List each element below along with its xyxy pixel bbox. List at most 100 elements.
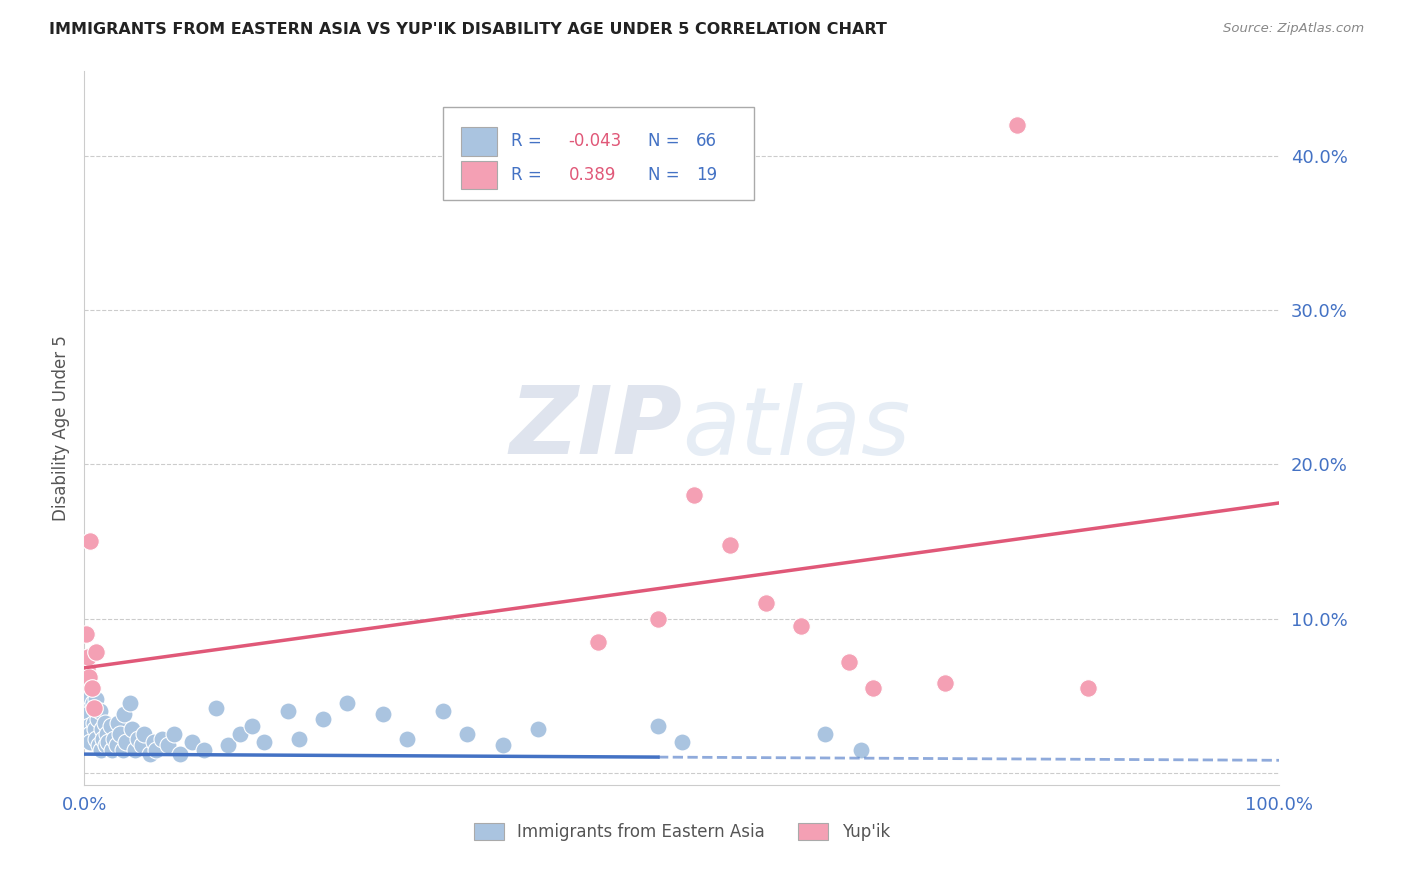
Point	[112, 707, 135, 722]
Point	[76, 661, 98, 675]
Point	[97, 735, 120, 749]
Point	[277, 704, 299, 718]
Point	[79, 727, 101, 741]
Point	[288, 731, 311, 746]
Point	[75, 627, 97, 641]
Point	[77, 689, 100, 703]
Point	[83, 716, 105, 731]
Point	[814, 727, 837, 741]
Point	[118, 696, 141, 710]
Text: 66: 66	[696, 132, 717, 150]
Point	[86, 691, 108, 706]
Point	[90, 742, 112, 756]
Point	[1005, 118, 1028, 132]
Text: R =: R =	[510, 132, 547, 150]
Point	[647, 719, 669, 733]
Point	[336, 696, 359, 710]
Point	[77, 670, 100, 684]
Point	[75, 673, 97, 688]
Point	[105, 738, 128, 752]
Point	[89, 704, 111, 718]
Point	[121, 723, 143, 737]
Point	[492, 738, 515, 752]
Point	[163, 727, 186, 741]
Point	[862, 681, 884, 695]
Point	[169, 747, 191, 761]
Point	[91, 723, 114, 737]
Text: ZIP: ZIP	[509, 382, 682, 475]
Point	[101, 742, 124, 756]
Point	[396, 731, 419, 746]
Point	[253, 735, 276, 749]
Point	[127, 731, 149, 746]
Point	[683, 488, 706, 502]
Text: N =: N =	[648, 132, 685, 150]
FancyBboxPatch shape	[443, 107, 754, 200]
Text: -0.043: -0.043	[568, 132, 621, 150]
Bar	[461, 161, 496, 189]
Point	[588, 634, 610, 648]
Point	[157, 738, 180, 752]
Point	[100, 719, 122, 733]
Point	[79, 735, 101, 749]
Point	[86, 645, 108, 659]
Point	[193, 742, 215, 756]
Point	[718, 537, 741, 551]
Point	[205, 701, 228, 715]
Point	[111, 742, 134, 756]
Point	[131, 738, 153, 752]
Y-axis label: Disability Age Under 5: Disability Age Under 5	[52, 335, 70, 521]
Bar	[461, 127, 496, 155]
Point	[103, 731, 125, 746]
Point	[181, 735, 204, 749]
Point	[240, 719, 263, 733]
Point	[80, 681, 103, 695]
Legend: Immigrants from Eastern Asia, Yup'ik: Immigrants from Eastern Asia, Yup'ik	[467, 816, 897, 848]
Point	[93, 731, 115, 746]
Text: 0.389: 0.389	[568, 166, 616, 184]
Point	[110, 727, 132, 741]
Point	[312, 712, 335, 726]
Point	[83, 701, 105, 715]
Point	[456, 727, 478, 741]
Point	[124, 742, 146, 756]
Point	[934, 676, 956, 690]
Point	[139, 747, 162, 761]
Point	[79, 534, 101, 549]
Point	[851, 742, 873, 756]
Point	[132, 727, 156, 741]
Point	[86, 712, 108, 726]
Point	[755, 596, 778, 610]
Text: R =: R =	[510, 166, 553, 184]
Point	[86, 731, 108, 746]
Point	[527, 723, 550, 737]
Point	[77, 650, 100, 665]
Point	[217, 738, 239, 752]
Point	[93, 716, 115, 731]
Point	[145, 742, 167, 756]
Point	[76, 691, 98, 706]
Point	[77, 707, 100, 722]
Point	[432, 704, 454, 718]
Point	[150, 731, 173, 746]
Text: IMMIGRANTS FROM EASTERN ASIA VS YUP'IK DISABILITY AGE UNDER 5 CORRELATION CHART: IMMIGRANTS FROM EASTERN ASIA VS YUP'IK D…	[49, 22, 887, 37]
Text: 19: 19	[696, 166, 717, 184]
Point	[115, 735, 138, 749]
Point	[84, 723, 107, 737]
Point	[142, 735, 165, 749]
Point	[1077, 681, 1099, 695]
Text: Source: ZipAtlas.com: Source: ZipAtlas.com	[1223, 22, 1364, 36]
Point	[107, 716, 129, 731]
Point	[373, 707, 395, 722]
Point	[96, 727, 118, 741]
Point	[82, 696, 104, 710]
Point	[647, 611, 669, 625]
Point	[229, 727, 252, 741]
Text: N =: N =	[648, 166, 685, 184]
Point	[94, 738, 117, 752]
Point	[77, 719, 100, 733]
Point	[671, 735, 693, 749]
Point	[790, 619, 813, 633]
Point	[838, 655, 860, 669]
Point	[87, 738, 110, 752]
